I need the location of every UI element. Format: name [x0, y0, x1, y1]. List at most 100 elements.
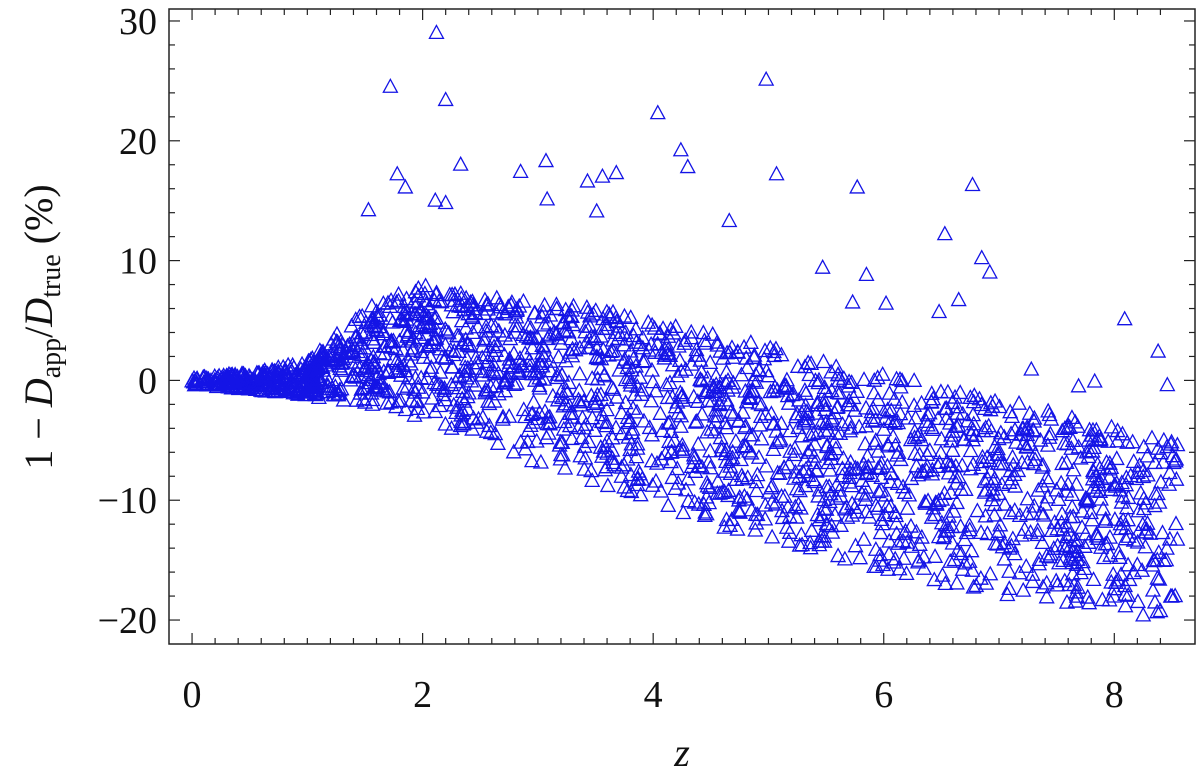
data-point	[743, 501, 760, 517]
data-point	[559, 321, 576, 337]
data-point	[1122, 467, 1139, 483]
data-point	[999, 586, 1016, 602]
data-point	[1076, 538, 1093, 553]
data-point	[699, 392, 716, 408]
data-point	[964, 176, 981, 192]
data-point	[1090, 473, 1107, 489]
data-point	[594, 319, 611, 335]
data-point	[1130, 502, 1147, 518]
data-point	[1106, 510, 1124, 526]
data-point	[240, 380, 258, 396]
data-point	[584, 409, 601, 425]
data-point	[388, 293, 405, 309]
data-point	[661, 433, 678, 449]
data-point	[831, 384, 848, 400]
data-point	[860, 458, 877, 474]
data-point	[598, 391, 615, 407]
data-point	[459, 336, 476, 352]
data-point	[715, 349, 732, 365]
data-point	[828, 358, 845, 374]
data-point	[395, 379, 412, 395]
data-point	[939, 383, 956, 399]
data-point	[463, 309, 480, 325]
data-point	[292, 360, 309, 376]
data-point	[906, 372, 923, 387]
data-point	[644, 373, 661, 389]
data-point	[877, 294, 895, 310]
data-point	[746, 346, 763, 362]
data-point	[739, 469, 756, 485]
data-point	[1149, 569, 1166, 585]
data-point	[942, 457, 960, 473]
data-point	[548, 325, 565, 341]
data-point	[921, 404, 938, 420]
data-point	[664, 356, 681, 372]
data-point	[977, 419, 994, 435]
data-point	[723, 511, 740, 526]
data-point	[333, 354, 350, 370]
data-point	[403, 332, 420, 348]
data-point	[620, 428, 637, 444]
data-point	[1117, 476, 1135, 492]
data-point	[479, 382, 497, 398]
x-tick-label: 4	[644, 674, 663, 716]
data-point	[309, 370, 326, 385]
data-point	[683, 323, 700, 339]
data-point	[643, 452, 660, 468]
data-point	[849, 503, 866, 519]
data-point	[823, 363, 840, 379]
data-point	[490, 322, 507, 338]
data-point	[696, 507, 713, 522]
data-point	[767, 495, 784, 511]
y-label-denominator: D	[16, 298, 61, 328]
data-point	[913, 528, 930, 544]
y-label-prefix: 1 −	[16, 407, 61, 470]
data-point	[525, 393, 542, 409]
data-point	[464, 420, 481, 436]
data-point	[454, 401, 471, 417]
data-point	[488, 289, 505, 305]
data-point	[986, 392, 1004, 408]
data-point	[475, 305, 493, 321]
data-point	[392, 392, 409, 408]
data-point	[911, 446, 928, 462]
data-point	[1079, 588, 1096, 604]
data-point	[631, 465, 648, 481]
data-point	[413, 319, 430, 335]
data-point	[658, 376, 675, 392]
data-point	[1107, 477, 1124, 493]
data-point	[1146, 552, 1163, 568]
data-point	[485, 356, 502, 372]
data-point	[885, 553, 902, 569]
data-point	[693, 363, 710, 379]
y-axis-label: 1 − Dapp/Dtrue (%)	[16, 184, 67, 469]
data-point	[662, 453, 680, 469]
data-point	[647, 472, 665, 488]
data-point	[1150, 439, 1167, 455]
data-point	[1029, 521, 1046, 537]
data-point	[725, 405, 742, 421]
data-point	[1129, 533, 1146, 549]
data-point	[608, 345, 625, 361]
data-point	[440, 324, 457, 340]
data-point	[872, 546, 889, 562]
data-point	[660, 497, 677, 512]
data-point	[550, 348, 567, 364]
data-point	[487, 318, 504, 334]
data-point	[780, 532, 797, 548]
data-point	[644, 316, 661, 332]
data-point	[1064, 432, 1082, 448]
data-point	[622, 309, 639, 324]
data-point	[872, 481, 890, 497]
data-point	[536, 296, 553, 312]
data-point	[716, 518, 733, 534]
data-point	[945, 502, 962, 518]
data-point	[918, 462, 935, 478]
data-point	[632, 486, 649, 502]
data-point	[360, 201, 377, 217]
data-point	[541, 408, 558, 424]
data-point	[1043, 410, 1060, 426]
data-point	[1129, 556, 1146, 572]
data-point	[1116, 310, 1133, 326]
data-point	[592, 327, 609, 343]
